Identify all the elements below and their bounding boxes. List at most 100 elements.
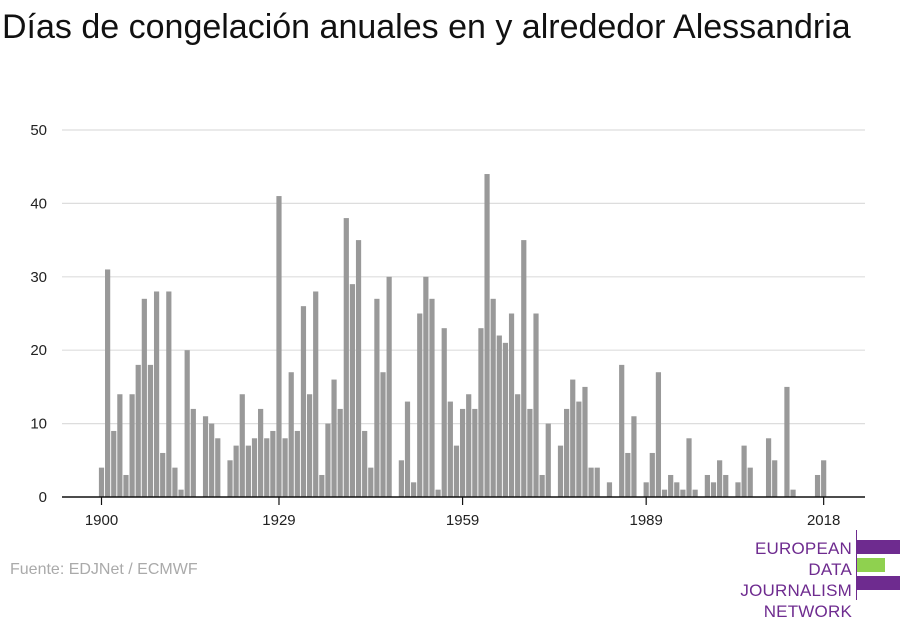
bars <box>98 174 827 498</box>
bar-1961 <box>472 408 478 497</box>
bar-1906 <box>135 364 141 497</box>
bar-2018 <box>821 460 827 497</box>
bar-1999 <box>704 474 710 497</box>
bar-1956 <box>441 328 447 497</box>
bar-1976 <box>564 408 570 497</box>
bar-1902 <box>111 430 117 497</box>
bar-1968 <box>515 394 521 497</box>
bar-1958 <box>453 445 460 497</box>
bar-1947 <box>386 276 392 497</box>
bar-1933 <box>300 306 307 497</box>
bar-2009 <box>765 438 772 497</box>
x-tick-label: 1900 <box>85 512 118 529</box>
bar-1914 <box>184 350 190 497</box>
bar-1986 <box>625 452 631 497</box>
bar-1950 <box>404 401 411 497</box>
y-tick-label: 40 <box>30 195 47 212</box>
x-tick-label: 2018 <box>807 512 840 529</box>
bar-1918 <box>209 423 215 497</box>
bar-1935 <box>313 291 319 497</box>
bar-1964 <box>490 298 496 497</box>
bar-1951 <box>411 482 417 497</box>
bar-1977 <box>570 379 576 497</box>
bar-1940 <box>343 218 349 497</box>
bar-2013 <box>790 489 796 497</box>
bar-1962 <box>478 328 484 497</box>
bar-1991 <box>655 372 662 497</box>
bar-1939 <box>337 408 343 497</box>
bar-2002 <box>723 474 729 497</box>
bar-chart: 0 10 20 30 40 50 1900 1929 1959 1989 2018 <box>30 122 865 529</box>
bar-1942 <box>355 240 362 497</box>
bar-1966 <box>502 342 509 497</box>
bar-1975 <box>557 445 564 497</box>
bar-1907 <box>141 298 147 497</box>
bar-1945 <box>374 298 380 497</box>
bar-1923 <box>239 394 245 497</box>
y-axis-ticks: 0 10 20 30 40 50 <box>30 122 47 506</box>
bar-1995 <box>680 489 686 497</box>
bar-1979 <box>582 386 588 497</box>
logo-bar-bottom <box>857 576 900 590</box>
bar-1983 <box>606 482 613 497</box>
bar-1981 <box>594 467 600 497</box>
bar-1928 <box>270 430 276 497</box>
bar-1941 <box>349 284 356 497</box>
y-tick-label: 0 <box>39 489 47 506</box>
bar-1922 <box>233 445 239 497</box>
source-note: Fuente: EDJNet / ECMWF <box>10 561 198 578</box>
bar-1903 <box>117 394 123 497</box>
bar-1924 <box>245 445 251 497</box>
bar-2010 <box>772 460 778 497</box>
x-tick-label: 1959 <box>446 512 479 529</box>
edjnet-logo: EUROPEAN DATA JOURNALISM NETWORK <box>704 530 900 621</box>
x-axis-ticks: 1900 1929 1959 1989 2018 <box>85 497 840 529</box>
bar-2001 <box>717 460 723 497</box>
bar-1938 <box>331 379 337 497</box>
gridlines <box>62 129 865 425</box>
bar-1901 <box>105 269 111 497</box>
bar-1932 <box>294 430 300 497</box>
logo-line-2: DATA JOURNALISM <box>740 560 852 600</box>
bar-1970 <box>527 408 533 497</box>
bar-1912 <box>172 467 178 497</box>
bar-1931 <box>288 372 294 497</box>
x-tick-label: 1929 <box>262 512 295 529</box>
bar-1972 <box>539 474 545 497</box>
y-tick-label: 50 <box>30 122 47 139</box>
y-tick-label: 20 <box>30 342 47 359</box>
bar-1921 <box>227 460 233 497</box>
bar-1969 <box>521 240 527 497</box>
bar-1936 <box>319 474 325 497</box>
logo-rule <box>856 530 857 600</box>
bar-1930 <box>282 438 288 497</box>
bar-1985 <box>619 364 625 497</box>
bar-1965 <box>496 335 502 497</box>
bar-2000 <box>710 482 717 497</box>
bar-1992 <box>661 489 668 497</box>
bar-1987 <box>631 416 637 497</box>
bar-2005 <box>741 445 747 497</box>
logo-text: EUROPEAN DATA JOURNALISM NETWORK <box>704 538 852 622</box>
bar-1953 <box>423 276 429 497</box>
bar-1994 <box>674 482 680 497</box>
bar-1910 <box>160 452 166 497</box>
x-tick-label: 1989 <box>629 512 662 529</box>
bar-1926 <box>258 408 264 497</box>
y-tick-label: 10 <box>30 416 47 433</box>
bar-1955 <box>435 489 441 497</box>
bar-1919 <box>215 438 221 497</box>
bar-1904 <box>123 474 129 497</box>
bar-1946 <box>380 372 386 497</box>
bar-1911 <box>166 291 172 497</box>
bar-1959 <box>459 408 466 497</box>
bar-1997 <box>692 489 698 497</box>
bar-1949 <box>398 460 404 497</box>
bar-1909 <box>153 291 160 497</box>
bar-1996 <box>686 438 692 497</box>
bar-1908 <box>147 364 154 497</box>
logo-bar-top <box>857 540 900 554</box>
bar-1937 <box>325 423 331 497</box>
y-tick-label: 30 <box>30 269 47 286</box>
bar-1927 <box>264 438 270 497</box>
